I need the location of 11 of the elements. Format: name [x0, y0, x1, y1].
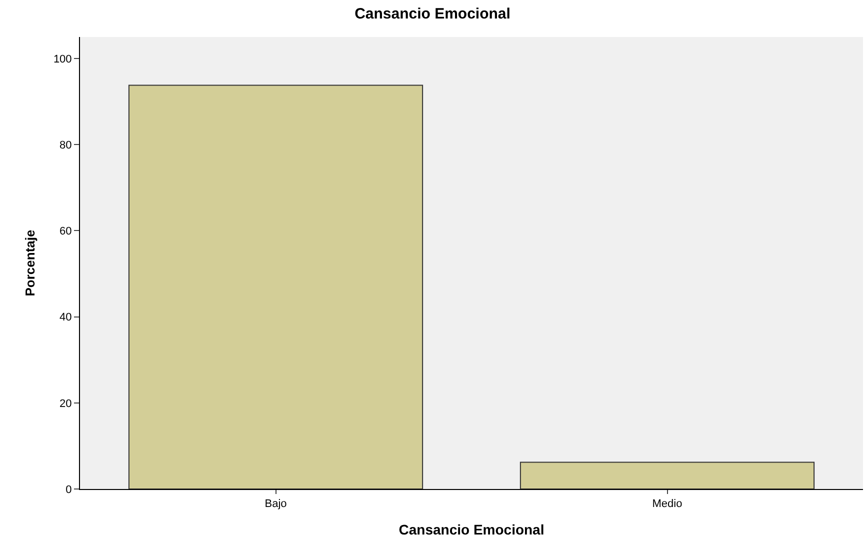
- x-axis-title: Cansancio Emocional: [398, 522, 544, 538]
- y-tick-label: 80: [60, 139, 72, 152]
- chart-title: Cansancio Emocional: [354, 6, 510, 23]
- y-tick-label: 40: [60, 312, 72, 324]
- x-tick-label: Bajo: [264, 498, 287, 510]
- y-axis-title: Porcentaje: [22, 230, 38, 296]
- x-tick-label: Medio: [652, 498, 682, 510]
- y-tick-label: 100: [53, 53, 72, 66]
- y-tick-label: 60: [60, 226, 72, 238]
- y-tick-label: 0: [66, 484, 72, 496]
- y-tick-label: 20: [60, 398, 72, 410]
